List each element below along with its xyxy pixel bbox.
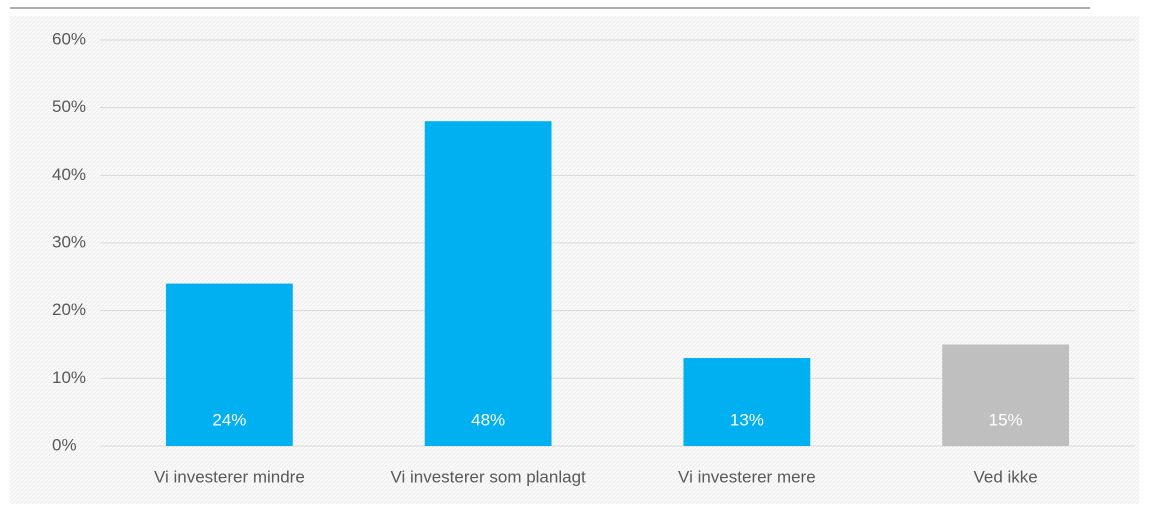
data-label: 15% bbox=[989, 410, 1023, 429]
x-tick-label: Vi investerer mere bbox=[678, 467, 816, 486]
y-tick-label: 50% bbox=[52, 97, 86, 116]
x-tick-label: Ved ikke bbox=[973, 467, 1037, 486]
x-tick-label: Vi investerer mindre bbox=[154, 467, 305, 486]
y-tick-label: 10% bbox=[52, 368, 86, 387]
data-label: 48% bbox=[471, 410, 505, 429]
bar bbox=[424, 121, 552, 446]
data-label: 24% bbox=[212, 410, 246, 429]
bar bbox=[942, 344, 1070, 446]
data-label: 13% bbox=[730, 410, 764, 429]
y-tick-label: 20% bbox=[52, 300, 86, 319]
x-tick-label: Vi investerer som planlagt bbox=[390, 467, 586, 486]
y-tick-label: 30% bbox=[52, 232, 86, 251]
y-tick-label: 0% bbox=[52, 435, 77, 454]
y-tick-label: 40% bbox=[52, 165, 86, 184]
bar bbox=[683, 358, 811, 446]
bar bbox=[165, 283, 293, 446]
y-tick-label: 60% bbox=[52, 29, 86, 48]
